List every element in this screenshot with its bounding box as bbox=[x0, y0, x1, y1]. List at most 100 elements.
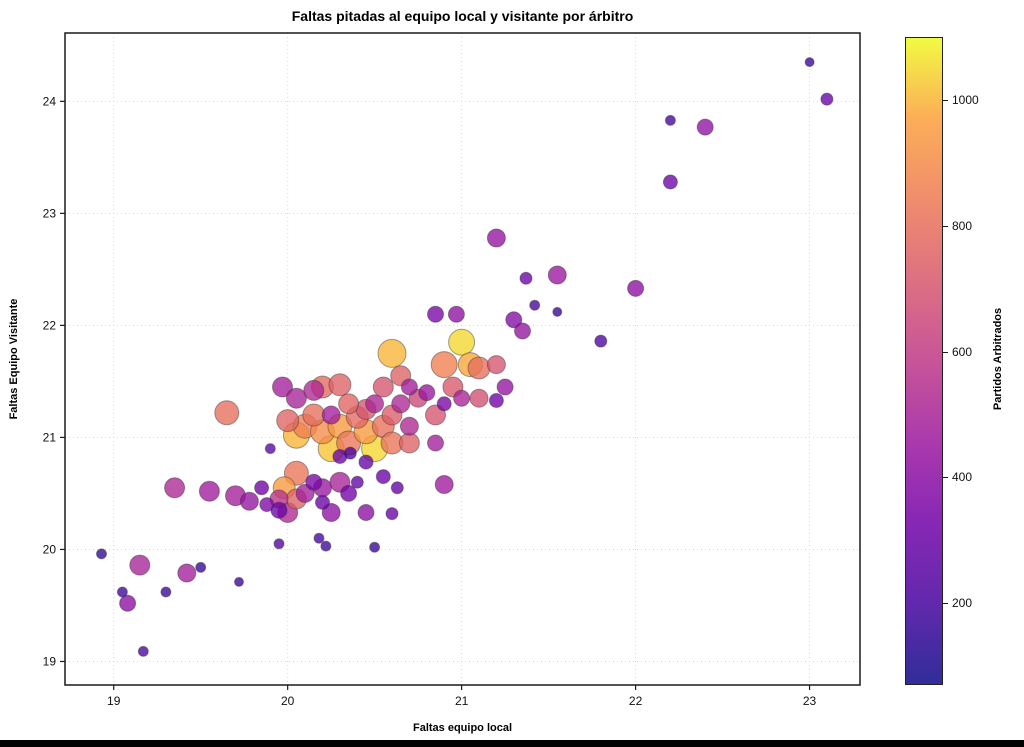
colorbar-tick bbox=[943, 225, 948, 227]
scatter-point bbox=[264, 443, 276, 455]
scatter-point bbox=[427, 434, 444, 452]
scatter-point bbox=[116, 586, 128, 598]
scatter-point bbox=[552, 306, 563, 317]
scatter-point bbox=[447, 305, 465, 323]
scatter-point bbox=[315, 494, 330, 510]
scatter-point bbox=[358, 454, 374, 470]
scatter-point bbox=[436, 396, 452, 412]
scatter-point bbox=[195, 561, 207, 573]
colorbar-tick-label: 600 bbox=[952, 344, 973, 359]
x-tick-label: 19 bbox=[107, 694, 121, 708]
x-axis-label: Faltas equipo local bbox=[412, 722, 513, 734]
scatter-point bbox=[377, 338, 407, 368]
chart-title: Faltas pitadas al equipo local y visitan… bbox=[291, 8, 634, 24]
scatter-point bbox=[467, 356, 491, 380]
scatter-point bbox=[254, 480, 270, 496]
x-tick-label: 22 bbox=[629, 694, 643, 708]
scatter-point bbox=[427, 305, 444, 323]
scatter-point bbox=[425, 404, 446, 426]
scatter-point bbox=[96, 548, 107, 560]
colorbar-tick-label: 800 bbox=[952, 218, 973, 233]
y-axis-label: Faltas Equipo Visitante bbox=[8, 298, 20, 420]
scatter-point bbox=[486, 355, 506, 375]
colorbar-tick-label: 1000 bbox=[952, 92, 979, 107]
plot-border bbox=[64, 32, 861, 686]
scatter-point bbox=[627, 279, 645, 297]
x-tick-label: 23 bbox=[803, 694, 817, 708]
y-tick-label: 24 bbox=[43, 94, 57, 108]
scatter-point bbox=[372, 376, 394, 398]
scatter-point bbox=[129, 554, 151, 576]
scatter-point bbox=[547, 265, 567, 285]
scatter-point bbox=[496, 378, 514, 396]
colorbar-gradient bbox=[905, 37, 943, 685]
scatter-point bbox=[390, 481, 404, 495]
scatter-point bbox=[448, 328, 476, 356]
scatter-point bbox=[434, 475, 454, 494]
x-tick-label: 21 bbox=[455, 694, 469, 708]
scatter-point bbox=[469, 388, 489, 408]
y-tick-label: 23 bbox=[43, 206, 57, 220]
scatter-point bbox=[385, 507, 399, 521]
scatter-point bbox=[529, 299, 541, 311]
scatter-point bbox=[820, 92, 834, 106]
scatter-point bbox=[320, 540, 332, 552]
scatter-point bbox=[375, 469, 391, 485]
y-tick-label: 19 bbox=[43, 654, 57, 668]
scatter-point bbox=[804, 57, 815, 68]
scatter-point bbox=[519, 271, 533, 285]
scatter-point bbox=[357, 504, 375, 521]
scatter-point bbox=[391, 394, 411, 414]
scatter-point bbox=[400, 378, 418, 396]
scatter-point bbox=[662, 174, 678, 190]
scatter-point bbox=[369, 541, 381, 553]
scatter-point bbox=[430, 351, 458, 379]
scatter-point bbox=[321, 405, 341, 425]
scatter-point bbox=[340, 484, 358, 502]
scatter-point bbox=[234, 576, 244, 587]
scatter-point bbox=[303, 379, 325, 401]
scatter-point bbox=[398, 432, 420, 454]
scatter-point bbox=[276, 409, 300, 433]
scatter-point bbox=[488, 393, 504, 408]
scatter-point bbox=[137, 645, 149, 657]
scatter-point bbox=[272, 376, 293, 398]
scatter-point bbox=[350, 475, 364, 489]
x-tick-label: 20 bbox=[281, 694, 295, 708]
colorbar-tick-label: 400 bbox=[952, 470, 973, 485]
scatter-point bbox=[119, 594, 137, 612]
scatter-point bbox=[177, 563, 197, 583]
scatter-point bbox=[664, 114, 676, 126]
colorbar-label: Partidos Arbitrados bbox=[992, 307, 1004, 411]
scatter-point bbox=[160, 586, 172, 598]
scatter-point bbox=[328, 373, 352, 397]
scatter-point bbox=[453, 389, 471, 407]
scatter-point bbox=[594, 334, 608, 348]
scatter-point bbox=[164, 477, 186, 499]
scatter-point bbox=[514, 322, 531, 340]
colorbar-tick-label: 200 bbox=[952, 596, 973, 611]
scatter-point bbox=[285, 387, 307, 409]
scatter-point bbox=[305, 473, 323, 491]
scatter-point bbox=[302, 403, 326, 427]
scatter-point bbox=[696, 118, 714, 136]
scatter-point bbox=[239, 491, 259, 511]
colorbar-tick bbox=[943, 477, 948, 479]
y-tick-label: 20 bbox=[43, 542, 57, 556]
scatter-point bbox=[313, 532, 325, 544]
colorbar-tick bbox=[943, 99, 948, 101]
colorbar-tick bbox=[943, 351, 948, 353]
scatter-point bbox=[214, 400, 240, 426]
scatter-point bbox=[399, 416, 419, 436]
scatter-point bbox=[505, 311, 523, 329]
scatter-point bbox=[486, 228, 506, 248]
scatter-point bbox=[343, 446, 357, 460]
scatter-point bbox=[259, 497, 275, 513]
scatter-point bbox=[418, 384, 436, 402]
colorbar-tick bbox=[943, 603, 948, 605]
scatter-point bbox=[338, 393, 360, 415]
scatter-point bbox=[273, 538, 285, 550]
scatter-point bbox=[365, 394, 385, 414]
y-tick-label: 21 bbox=[43, 430, 57, 444]
